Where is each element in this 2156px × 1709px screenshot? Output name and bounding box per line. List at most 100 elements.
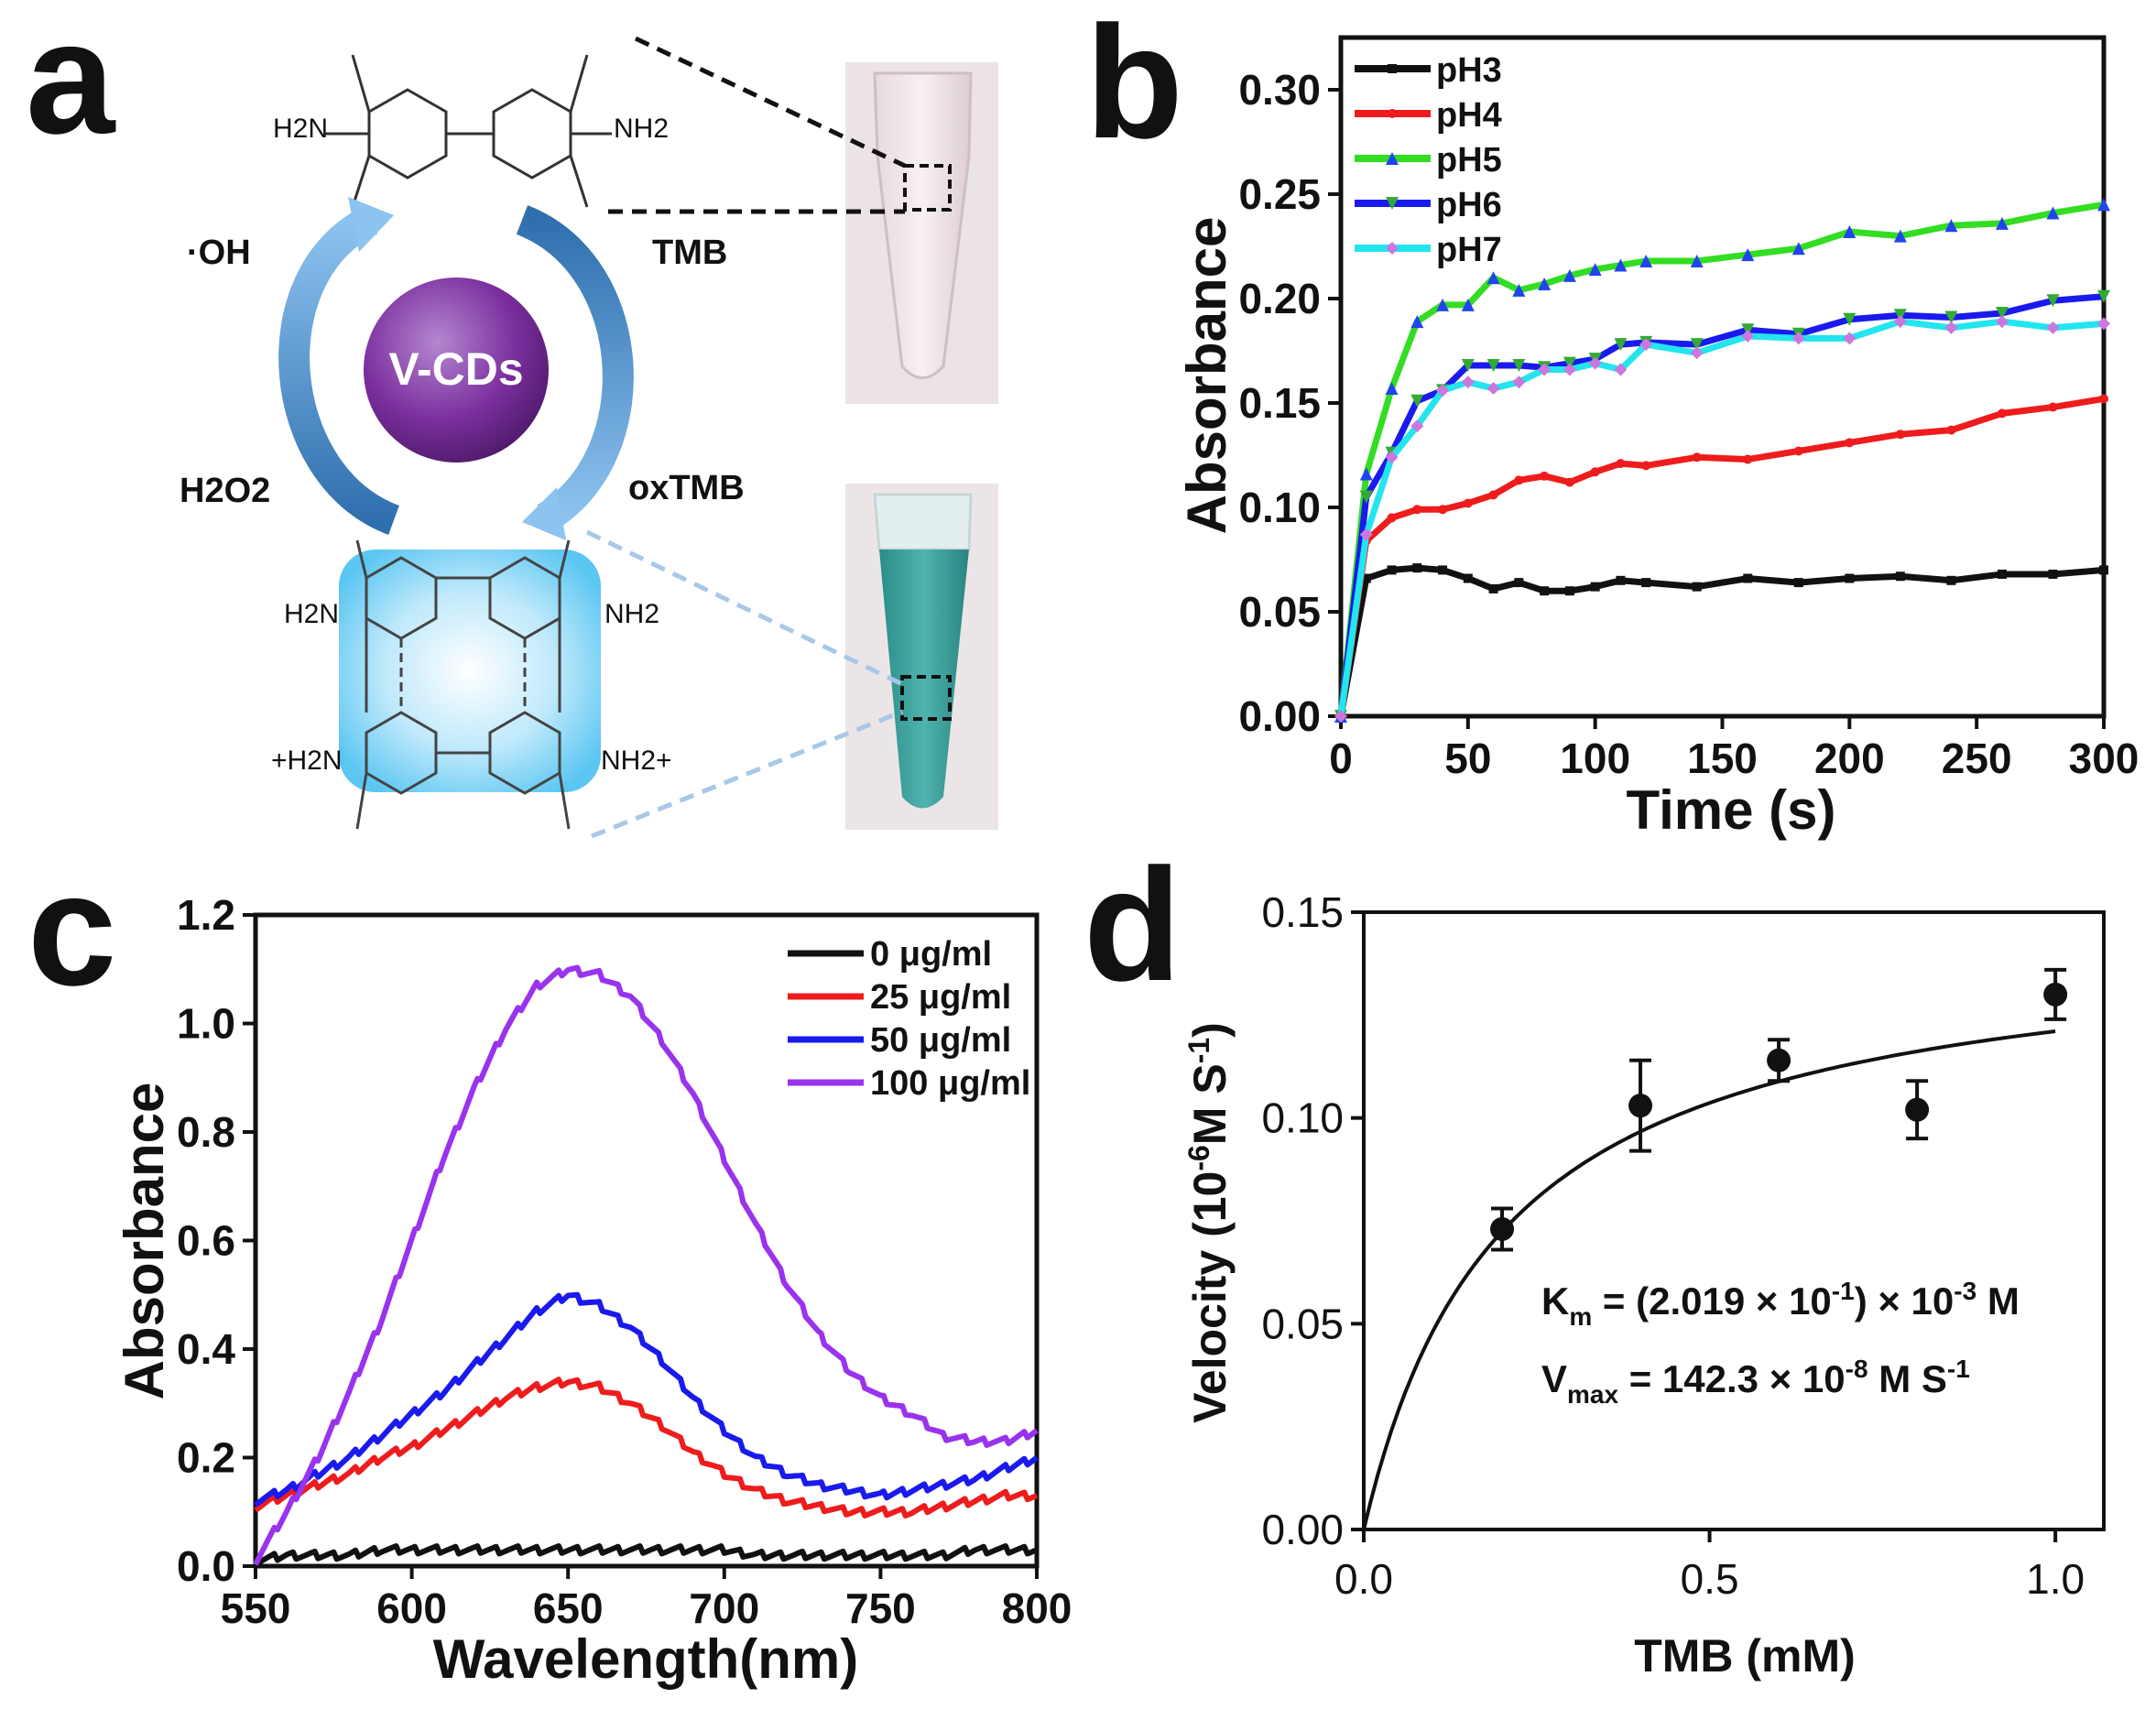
- data-point: [1564, 586, 1574, 596]
- spectrum-line: [253, 964, 1039, 1566]
- legend-label: pH6: [1436, 186, 1502, 224]
- y-tick-label: 0.4: [177, 1325, 235, 1373]
- data-point: [1791, 332, 1805, 345]
- callout-line: [585, 529, 904, 687]
- x-tick-label: 550: [221, 1584, 291, 1632]
- y-tick-label: 0.2: [177, 1434, 235, 1482]
- y-tick-label: 0.15: [1261, 888, 1344, 936]
- legend-label: 100 μg/ml: [870, 1064, 1030, 1103]
- data-point: [1893, 315, 1907, 329]
- x-tick-label: 250: [1942, 735, 2012, 782]
- annotation-part: M: [1976, 1279, 2020, 1323]
- data-point: [1486, 271, 1500, 285]
- data-point: [1563, 363, 1576, 376]
- data-point: [1385, 382, 1399, 396]
- data-point: [1463, 498, 1473, 508]
- series-line: [1337, 318, 2105, 717]
- point-marker: [1628, 1094, 1653, 1118]
- x-tick-label: 800: [1002, 1584, 1073, 1632]
- annotation-part: K: [1541, 1279, 1569, 1323]
- data-point: [1486, 358, 1500, 372]
- oxtmb-label: oxTMB: [628, 469, 745, 507]
- data-point: [1843, 312, 1857, 326]
- legend-label: pH5: [1436, 141, 1502, 180]
- legend-label: pH7: [1436, 231, 1502, 269]
- data-point: [1905, 1079, 1930, 1141]
- data-point: [1538, 363, 1552, 376]
- data-point: [1614, 258, 1628, 272]
- y-tick-label: 0.00: [1261, 1506, 1344, 1553]
- data-point: [1385, 451, 1399, 464]
- cycle-arrow-right: [516, 205, 634, 532]
- y-tick-label: 0.25: [1238, 170, 1321, 218]
- y-axis-title: Absorbance: [114, 1083, 175, 1400]
- data-point: [1334, 710, 1347, 723]
- data-point: [1893, 229, 1907, 243]
- oxtmb-molecule: [355, 539, 571, 830]
- legend-marker: [1386, 152, 1399, 165]
- data-point: [1895, 430, 1905, 440]
- data-point: [1361, 573, 1371, 583]
- y-tick-label: 0.05: [1261, 1300, 1344, 1347]
- legend-marker: [1386, 197, 1399, 210]
- data-point: [1436, 384, 1450, 397]
- data-point: [1514, 475, 1524, 485]
- legend-label: 25 μg/ml: [870, 978, 1011, 1017]
- x-tick-label: 150: [1687, 735, 1758, 782]
- data-point: [1540, 586, 1550, 596]
- data-point: [1743, 454, 1753, 464]
- data-point: [1512, 283, 1526, 297]
- point-marker: [2043, 982, 2068, 1007]
- data-point: [1793, 446, 1803, 456]
- x-tick-label: 200: [1814, 735, 1885, 782]
- annotation-part: = 142.3 × 10: [1618, 1357, 1846, 1400]
- data-point: [1995, 306, 2009, 320]
- legend-marker: [1386, 242, 1399, 255]
- y-tick-label: 0.6: [177, 1217, 235, 1265]
- data-point: [1588, 356, 1602, 370]
- superscript: -1: [1182, 1038, 1215, 1063]
- data-point: [1997, 408, 2007, 419]
- data-point: [2048, 402, 2058, 412]
- data-point: [1641, 461, 1651, 471]
- x-tick-label: 650: [533, 1584, 604, 1632]
- data-point: [1641, 578, 1651, 588]
- annotation-part: M S: [1868, 1357, 1947, 1400]
- x-axis-title: Wavelength(nm): [433, 1628, 858, 1690]
- data-point: [1412, 505, 1422, 515]
- data-point: [1590, 582, 1600, 592]
- series-pH5: [1334, 198, 2110, 723]
- callout-line: [591, 709, 903, 839]
- vcds-sphere: [364, 278, 549, 463]
- data-point: [2097, 289, 2110, 303]
- data-point: [1436, 298, 1450, 311]
- panel-letter-b: b: [1085, 0, 1183, 172]
- series-50-μg/ml: [254, 1291, 1039, 1508]
- data-point: [1514, 578, 1524, 588]
- series-pH3: [1336, 563, 2108, 721]
- y-axis-title: Velocity (10-6M S-1): [1182, 1022, 1236, 1423]
- data-point: [1741, 330, 1755, 343]
- data-point: [1538, 278, 1552, 291]
- data-point: [1412, 563, 1422, 573]
- point-marker: [1490, 1216, 1515, 1241]
- data-point: [1690, 338, 1704, 352]
- series-100-μg/ml: [253, 964, 1039, 1566]
- data-point: [1997, 569, 2007, 579]
- tmb-molecule: [325, 54, 612, 208]
- label-part: Velocity (10: [1184, 1171, 1236, 1423]
- data-point: [1540, 471, 1550, 481]
- data-point: [2097, 198, 2110, 212]
- data-point: [1410, 394, 1424, 408]
- point-marker: [1905, 1097, 1930, 1122]
- legend-marker: [1388, 109, 1397, 118]
- panel-letter-d: d: [1083, 836, 1181, 1015]
- data-point: [1614, 363, 1628, 376]
- data-point: [1843, 225, 1857, 239]
- tmb-label: TMB: [652, 234, 727, 272]
- data-point: [1387, 565, 1397, 575]
- vcds-label: V-CDs: [388, 343, 523, 395]
- data-point: [1616, 575, 1626, 585]
